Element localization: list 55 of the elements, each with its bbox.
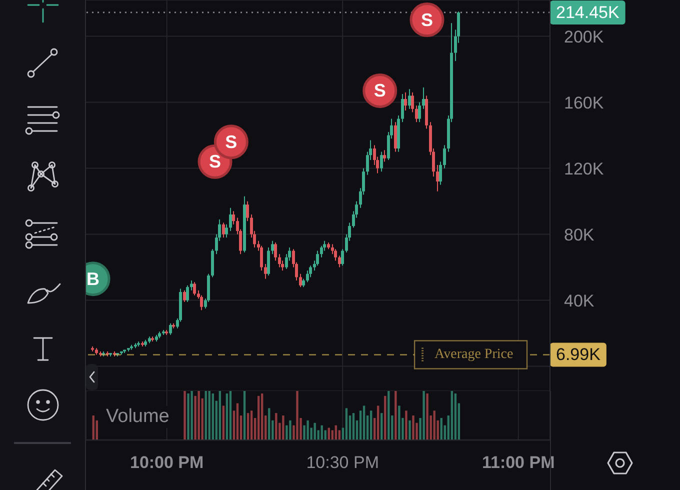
bar xyxy=(408,420,411,440)
y-tick-label: 160K xyxy=(564,93,604,112)
bar xyxy=(198,391,200,440)
bar xyxy=(190,391,193,440)
bar xyxy=(296,391,298,440)
y-tick-label: 80K xyxy=(564,225,595,244)
data-label: S xyxy=(209,152,222,172)
bar xyxy=(275,413,278,440)
data-label: S xyxy=(225,132,238,152)
bar xyxy=(306,420,309,440)
bar xyxy=(377,406,380,440)
bar xyxy=(282,416,284,440)
x-tick-label: 10:00 PM xyxy=(130,453,204,472)
bar xyxy=(345,408,348,440)
data-label: S xyxy=(374,80,386,101)
bar xyxy=(229,391,232,440)
bar xyxy=(184,391,186,440)
bar xyxy=(405,410,408,440)
bar xyxy=(426,393,428,440)
bar xyxy=(362,406,366,440)
bar xyxy=(412,416,414,440)
bar xyxy=(450,391,454,440)
bar xyxy=(257,396,260,440)
data-label: S xyxy=(420,10,433,30)
bar xyxy=(250,410,253,440)
text: Volume xyxy=(104,406,172,428)
bar xyxy=(314,422,316,440)
x-tick-label: 10:30 PM xyxy=(306,453,379,472)
y-tick-label: 200K xyxy=(564,27,604,46)
bar xyxy=(394,391,397,440)
bar xyxy=(204,391,207,440)
bar xyxy=(388,391,390,440)
y-tick-label: 40K xyxy=(564,291,595,310)
bar xyxy=(208,391,210,440)
bar xyxy=(370,410,372,440)
text: 6.99K xyxy=(556,345,602,364)
bar xyxy=(187,393,190,440)
bar xyxy=(218,391,222,440)
bar xyxy=(384,396,386,440)
bar xyxy=(222,406,225,440)
data-label: B xyxy=(86,268,100,289)
bar xyxy=(268,408,270,440)
bar xyxy=(433,410,436,440)
y-tick-label: 120K xyxy=(564,159,604,178)
bar xyxy=(261,393,264,440)
bar xyxy=(243,391,246,440)
bar xyxy=(289,420,292,440)
text: 214.45K xyxy=(556,2,620,22)
bar xyxy=(398,406,400,440)
bar xyxy=(212,393,214,440)
x-tick-label: 11:00 PM xyxy=(482,453,555,472)
ref-line-label: Average Price xyxy=(434,347,514,362)
bar xyxy=(226,393,228,440)
bar xyxy=(422,391,425,440)
bar xyxy=(454,393,457,440)
